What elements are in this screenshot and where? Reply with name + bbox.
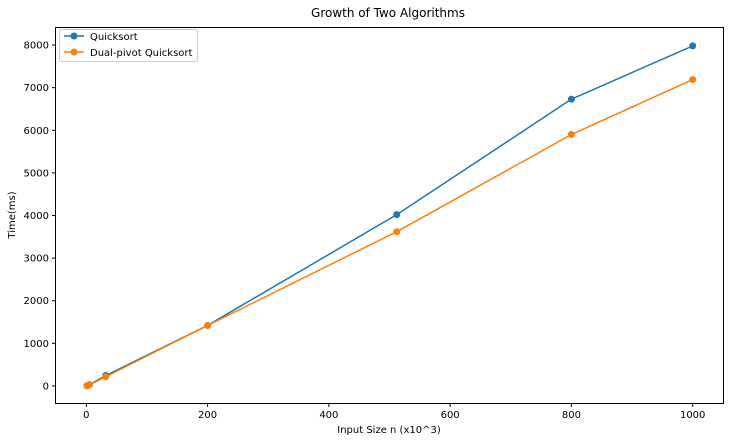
y-tick-label: 3000 bbox=[24, 254, 49, 265]
y-tick-label: 7000 bbox=[24, 83, 49, 94]
data-point-dual-pivot-quicksort bbox=[85, 381, 93, 389]
legend-box bbox=[59, 29, 198, 62]
x-tick-label: 0 bbox=[83, 410, 89, 421]
y-tick-label: 4000 bbox=[24, 211, 49, 222]
legend-marker-dual-pivot-quicksort bbox=[70, 48, 78, 56]
ticks-layer: 0 200 400 600 800 1000 0 1000 2000 3000 4000 5000 60… bbox=[24, 41, 706, 421]
data-point-dual-pivot-quicksort bbox=[393, 228, 401, 236]
data-point-dual-pivot-quicksort bbox=[102, 373, 110, 381]
x-tick-label: 1000 bbox=[680, 410, 705, 421]
chart-title: Growth of Two Algorithms bbox=[311, 6, 465, 20]
legend-label-dual-pivot-quicksort: Dual-pivot Quicksort bbox=[90, 48, 193, 59]
series-line-quicksort bbox=[86, 45, 693, 387]
legend-label-quicksort: Quicksort bbox=[90, 32, 138, 43]
x-axis-label: Input Size n (x10^3) bbox=[337, 425, 441, 436]
data-point-dual-pivot-quicksort bbox=[689, 76, 697, 84]
data-point-dual-pivot-quicksort bbox=[567, 131, 575, 139]
x-tick-label: 400 bbox=[319, 410, 338, 421]
x-tick-label: 200 bbox=[198, 410, 217, 421]
plot-area-frame bbox=[55, 27, 724, 404]
y-tick-label: 2000 bbox=[24, 296, 49, 307]
data-point-dual-pivot-quicksort bbox=[204, 321, 212, 329]
series-layer bbox=[83, 42, 697, 390]
data-point-quicksort bbox=[689, 42, 697, 50]
legend: Quicksort Dual-pivot Quicksort bbox=[59, 29, 198, 62]
x-tick-label: 600 bbox=[441, 410, 460, 421]
y-tick-label: 0 bbox=[43, 381, 49, 392]
data-point-quicksort bbox=[567, 95, 575, 103]
y-tick-label: 1000 bbox=[24, 339, 49, 350]
x-tick-label: 800 bbox=[562, 410, 581, 421]
y-tick-label: 8000 bbox=[24, 41, 49, 52]
series-line-dual-pivot-quicksort bbox=[86, 78, 693, 387]
y-axis-label: Time(ms) bbox=[7, 191, 18, 239]
y-tick-label: 6000 bbox=[24, 126, 49, 137]
data-point-quicksort bbox=[393, 211, 401, 219]
legend-marker-quicksort bbox=[70, 32, 78, 40]
y-tick-label: 5000 bbox=[24, 168, 49, 179]
